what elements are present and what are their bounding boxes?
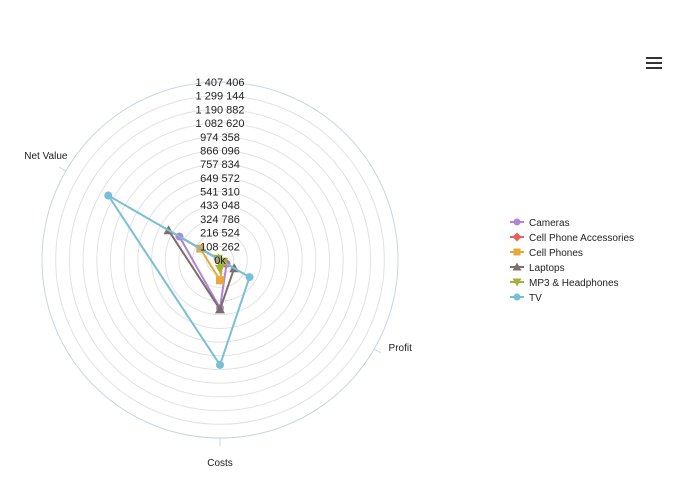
data-point <box>513 248 521 256</box>
grid-circle <box>123 163 317 357</box>
grid-circle <box>55 95 385 425</box>
data-point <box>216 276 224 285</box>
grid-circle <box>96 136 344 384</box>
legend-item[interactable]: Cell Phones <box>510 248 583 259</box>
legend-item[interactable]: TV <box>510 293 542 304</box>
legend-label: Cell Phones <box>529 248 583 259</box>
tick-label: 1 190 882 <box>196 104 245 116</box>
tick-label: 974 358 <box>200 132 240 144</box>
tick-label: 1 082 620 <box>196 118 245 130</box>
legend-item[interactable]: Laptops <box>510 262 565 275</box>
tick-label: 866 096 <box>200 145 240 157</box>
legend-label: Cameras <box>529 218 570 229</box>
tick-label: 108 262 <box>200 241 240 253</box>
axis-label-profit: Profit <box>389 343 413 354</box>
data-point <box>513 218 521 226</box>
tick-label: 757 834 <box>200 159 240 171</box>
legend-label: TV <box>529 293 542 304</box>
data-point <box>513 293 521 301</box>
grid-circle <box>178 218 262 302</box>
data-point <box>512 262 522 271</box>
series-tv <box>104 191 254 369</box>
legend: Cameras Cell Phone Accessories Cell Phones… <box>510 218 634 304</box>
grid-circle <box>68 108 372 412</box>
legend-label: Laptops <box>529 263 565 274</box>
legend-label: Cell Phone Accessories <box>529 233 634 244</box>
tick-label: 1 299 144 <box>196 91 245 103</box>
tick-label: 433 048 <box>200 200 240 212</box>
grid-circle <box>82 122 358 398</box>
tick-label: 216 524 <box>200 228 240 240</box>
grid-circle <box>137 177 303 343</box>
axis-label-costs: Costs <box>207 458 233 469</box>
tick-label: 541 310 <box>200 187 240 199</box>
tick-label: 324 786 <box>200 214 240 226</box>
axis-labels: Profit Costs Net Value <box>24 151 412 469</box>
data-point <box>216 360 224 369</box>
legend-item[interactable]: Cell Phone Accessories <box>510 232 634 245</box>
data-point <box>245 273 254 282</box>
tick-label: 1 407 406 <box>196 77 245 89</box>
series-line <box>107 194 251 366</box>
data-point <box>215 264 225 274</box>
hamburger-menu-icon[interactable] <box>640 52 668 76</box>
axis-tick <box>58 166 67 172</box>
data-point <box>512 278 522 287</box>
tick-label: 649 572 <box>200 173 240 185</box>
data-point <box>104 191 113 200</box>
legend-item[interactable]: Cameras <box>510 218 570 229</box>
data-point <box>512 232 522 242</box>
legend-item[interactable]: MP3 & Headphones <box>510 278 619 289</box>
legend-label: MP3 & Headphones <box>529 278 619 289</box>
tick-label: 0k <box>214 255 226 267</box>
axis-layer <box>58 166 382 446</box>
series-layer <box>104 191 254 369</box>
data-point <box>215 304 225 314</box>
grid-circle <box>164 204 276 316</box>
grid-circle <box>109 149 331 371</box>
axis-tick <box>373 348 382 354</box>
axis-label-net-value: Net Value <box>24 151 68 162</box>
